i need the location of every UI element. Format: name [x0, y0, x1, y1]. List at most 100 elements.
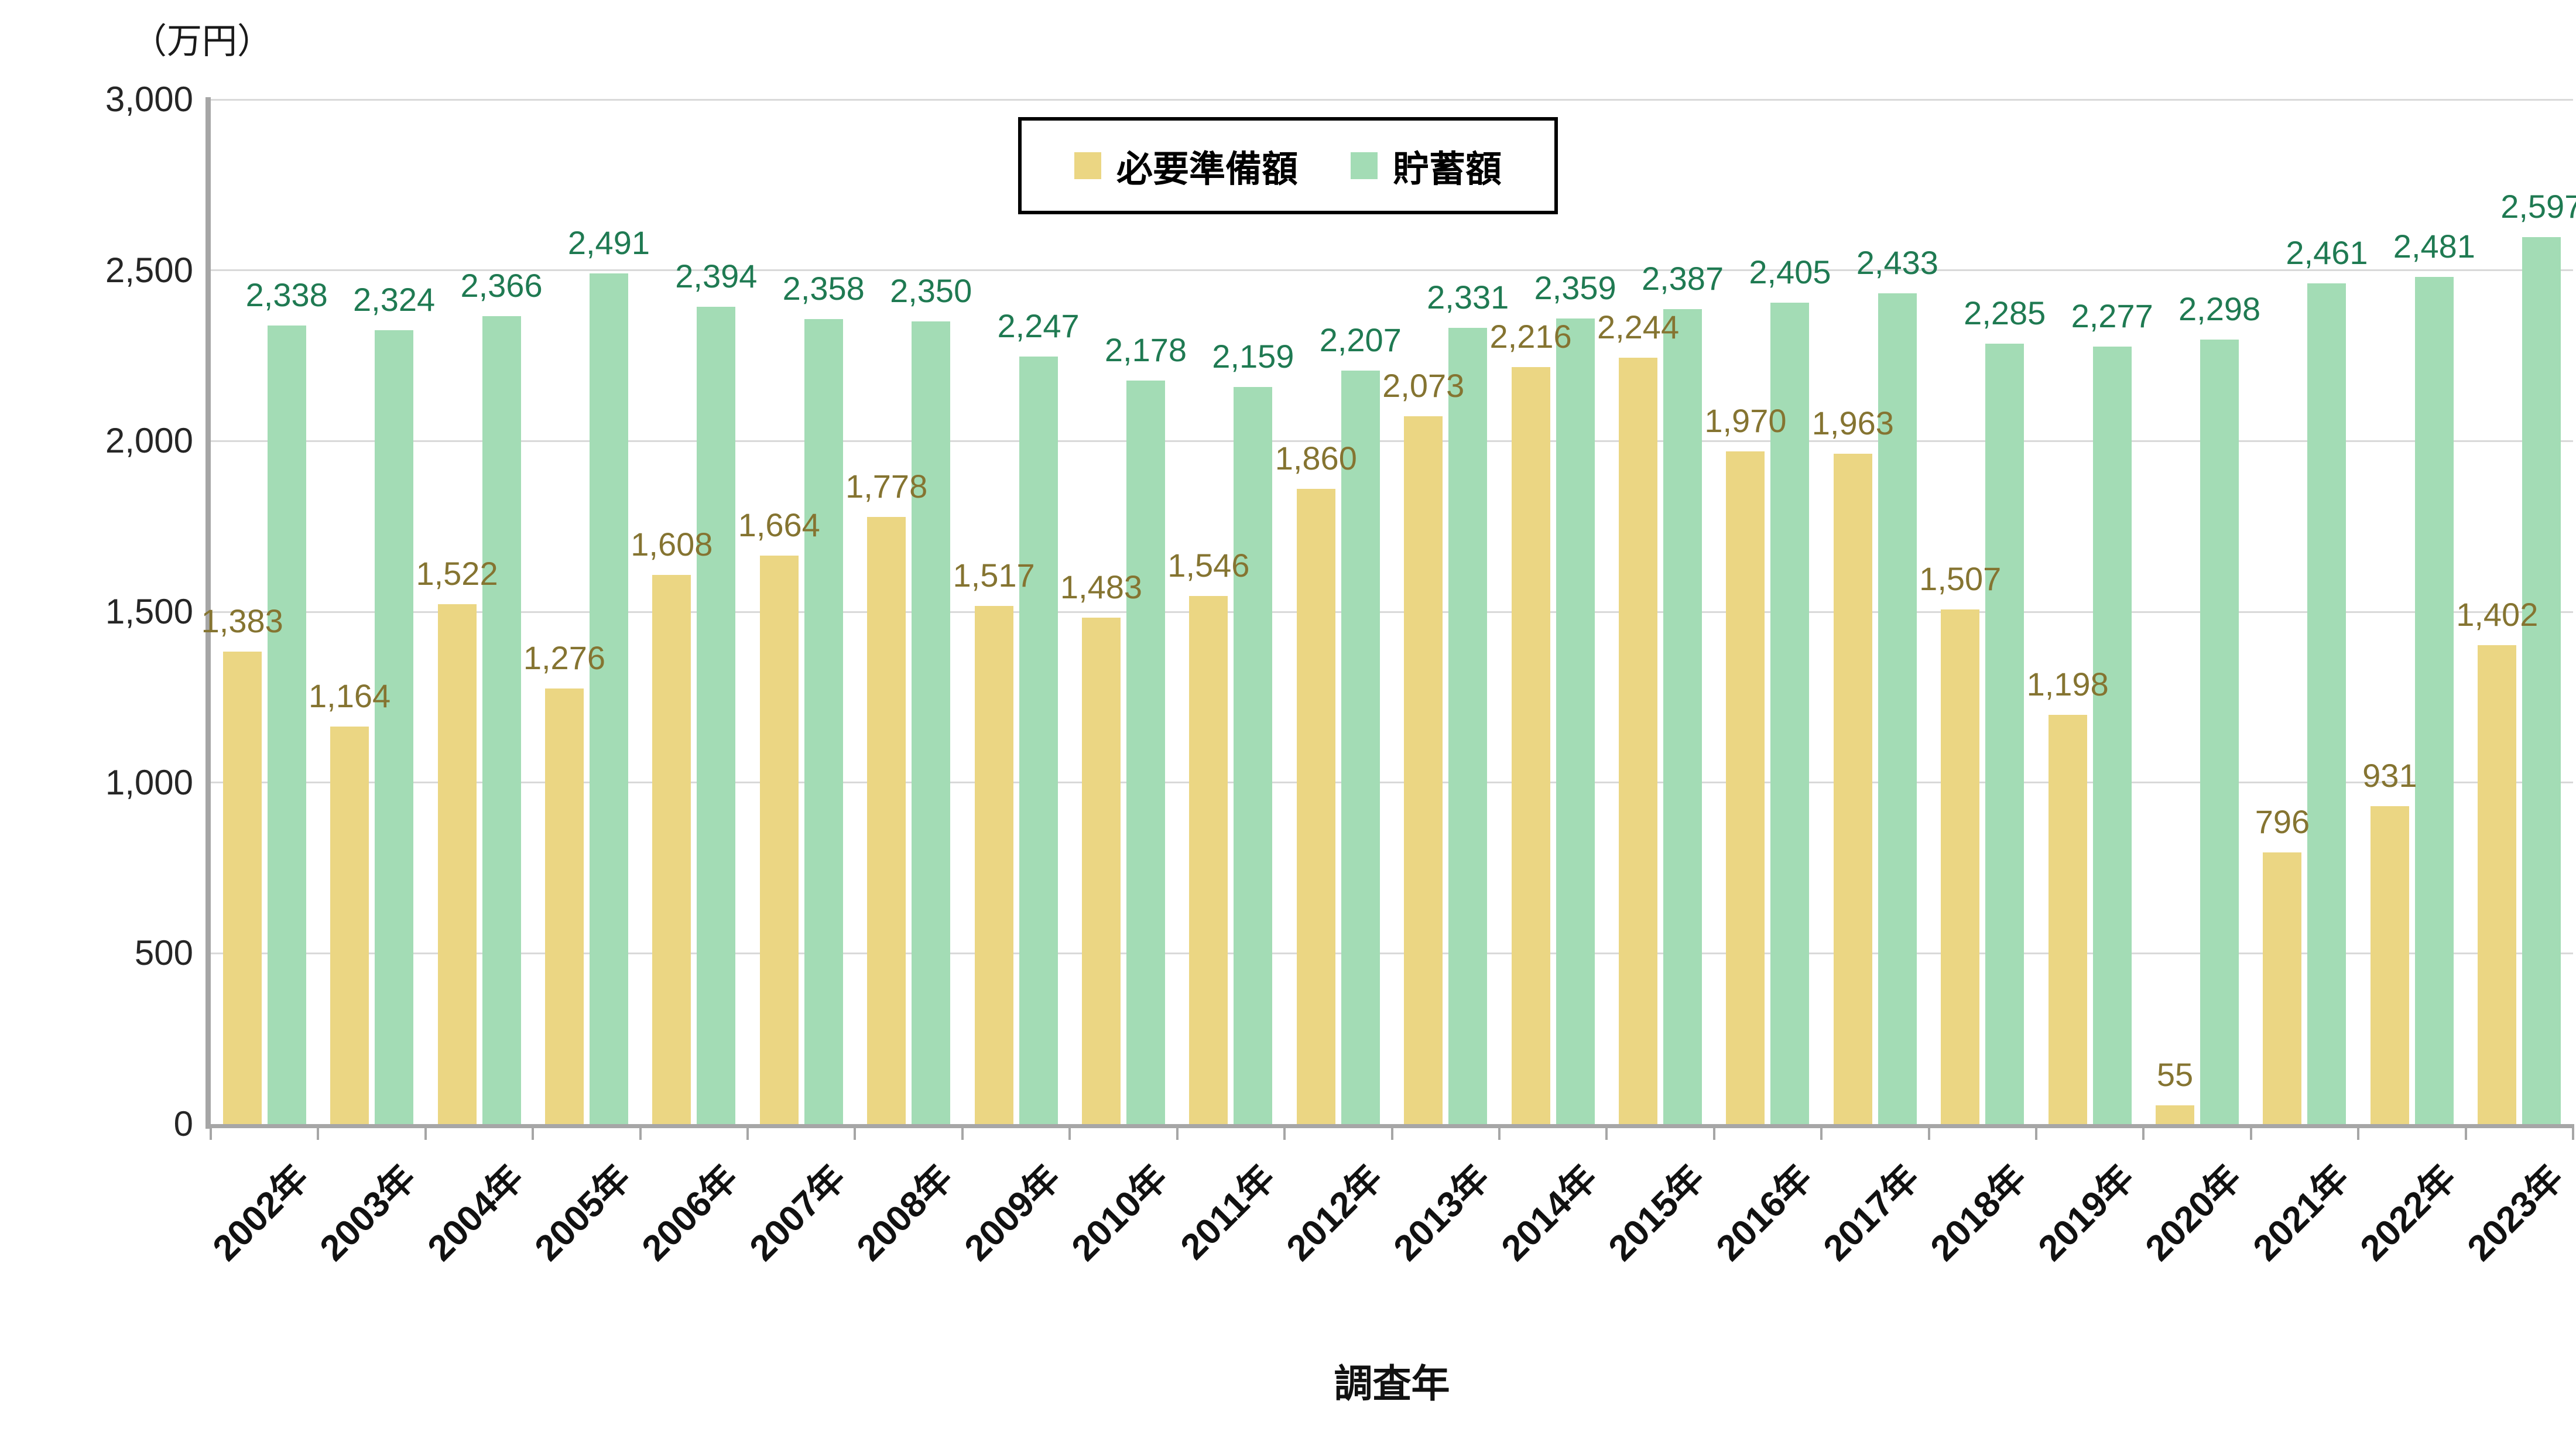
y-axis-tick-label: 2,000 — [105, 421, 193, 461]
gridline — [211, 611, 2573, 613]
x-axis-category-label: 2005年 — [527, 1157, 639, 1269]
bar-savings — [2092, 346, 2132, 1124]
bar-savings — [2522, 237, 2561, 1124]
bar-required — [1833, 453, 1872, 1124]
bar-savings — [1448, 328, 1488, 1124]
y-axis-tick-label: 500 — [134, 933, 193, 973]
bar-value-label-required: 1,517 — [953, 557, 1035, 594]
bar-value-label-required: 1,970 — [1704, 402, 1787, 439]
bar-value-label-required: 1,507 — [1919, 560, 2002, 597]
x-axis-category-label: 2017年 — [1815, 1157, 1927, 1269]
bar-savings — [2200, 339, 2239, 1124]
bar-value-label-required: 2,244 — [1597, 309, 1680, 345]
bar-value-label-savings: 2,491 — [567, 224, 650, 261]
bar-required — [544, 688, 584, 1124]
x-axis-category-label: 2007年 — [742, 1157, 854, 1269]
bar-value-label-required: 1,164 — [309, 677, 391, 714]
x-axis-category-label: 2009年 — [957, 1157, 1068, 1269]
bar-savings — [1556, 318, 1595, 1124]
bar-value-label-required: 1,198 — [2026, 666, 2109, 703]
legend: 必要準備額 貯蓄額 — [1018, 117, 1558, 214]
bar-value-label-required: 55 — [2156, 1056, 2194, 1093]
bar-value-label-required: 2,073 — [1382, 366, 1465, 404]
x-axis-tick — [961, 1124, 964, 1140]
bar-value-label-savings: 2,387 — [1641, 259, 1724, 297]
x-axis-category-label: 2022年 — [2352, 1157, 2464, 1269]
x-axis-category-label: 2004年 — [420, 1157, 532, 1269]
bar-value-label-savings: 2,366 — [460, 266, 543, 304]
x-axis-category-label: 2006年 — [634, 1157, 746, 1269]
gridline — [211, 952, 2573, 954]
x-axis-category-label: 2012年 — [1279, 1157, 1390, 1269]
x-axis-category-label: 2010年 — [1064, 1157, 1176, 1269]
bar-value-label-required: 2,216 — [1489, 318, 1572, 355]
bar-value-label-required: 1,546 — [1167, 547, 1250, 584]
bar-value-label-required: 1,276 — [523, 639, 605, 676]
bar-value-label-savings: 2,358 — [782, 269, 865, 307]
gridline — [211, 782, 2573, 784]
bar-value-label-savings: 2,597 — [2500, 188, 2576, 225]
bar-value-label-required: 1,383 — [201, 602, 283, 640]
bar-savings — [1770, 303, 1810, 1124]
bar-value-label-required: 1,522 — [416, 555, 498, 592]
gridline — [211, 98, 2573, 101]
bar-value-label-savings: 2,324 — [353, 281, 436, 318]
bar-value-label-savings: 2,298 — [2178, 290, 2261, 327]
x-axis-tick — [854, 1124, 856, 1140]
bar-value-label-savings: 2,159 — [1212, 337, 1294, 375]
bar-value-label-savings: 2,277 — [2071, 297, 2153, 334]
bar-savings — [2414, 276, 2454, 1124]
x-axis-tick — [1713, 1124, 1715, 1140]
bar-savings — [267, 326, 306, 1124]
y-axis-tick-label: 0 — [173, 1104, 193, 1143]
bar-required — [1511, 367, 1550, 1124]
x-axis-tick — [2572, 1124, 2574, 1140]
x-axis-tick — [317, 1124, 319, 1140]
legend-label-savings: 貯蓄額 — [1393, 149, 1502, 190]
x-axis-title: 調査年 — [1334, 1362, 1450, 1405]
bar-value-label-required: 1,483 — [1060, 568, 1143, 605]
x-axis-category-label: 2018年 — [1923, 1157, 2035, 1269]
bar-savings — [1663, 309, 1703, 1124]
bar-value-label-savings: 2,461 — [2286, 234, 2368, 272]
bar-required — [437, 604, 477, 1124]
bar-required — [759, 556, 799, 1124]
bar-required — [1081, 617, 1121, 1124]
x-axis-category-label: 2019年 — [2030, 1157, 2142, 1269]
bar-value-label-required: 1,664 — [738, 506, 820, 544]
bar-value-label-required: 1,778 — [845, 467, 928, 505]
x-axis-tick — [1391, 1124, 1393, 1140]
x-axis-tick — [210, 1124, 212, 1140]
bar-required — [652, 575, 691, 1124]
x-axis-tick — [1283, 1124, 1286, 1140]
bar-savings — [1341, 370, 1380, 1124]
bar-savings — [912, 321, 951, 1124]
gridline — [211, 269, 2573, 272]
bar-required — [1726, 451, 1765, 1124]
x-axis-category-label: 2016年 — [1708, 1157, 1820, 1269]
bar-required — [222, 652, 262, 1124]
x-axis-tick — [424, 1124, 427, 1140]
bar-required — [2263, 852, 2302, 1124]
x-axis-category-label: 2013年 — [1386, 1157, 1498, 1269]
x-axis-category-label: 2020年 — [2137, 1157, 2249, 1269]
x-axis-tick — [2250, 1124, 2252, 1140]
y-axis-tick-label: 1,500 — [105, 592, 193, 631]
bar-value-label-savings: 2,247 — [997, 307, 1080, 345]
y-axis-unit-label: （万円） — [132, 22, 272, 61]
x-axis-category-label: 2021年 — [2245, 1157, 2357, 1269]
x-axis-tick — [746, 1124, 749, 1140]
x-axis-line — [205, 1124, 2573, 1128]
bar-required — [1619, 358, 1658, 1124]
x-axis-tick — [639, 1124, 642, 1140]
x-axis-category-label: 2003年 — [312, 1157, 424, 1269]
bar-value-label-savings: 2,359 — [1534, 269, 1616, 306]
x-axis-category-label: 2023年 — [2459, 1157, 2572, 1269]
bar-required — [330, 727, 369, 1124]
bar-value-label-required: 1,963 — [1811, 404, 1894, 441]
bar-required — [1404, 416, 1443, 1124]
x-axis-tick — [2357, 1124, 2359, 1140]
bar-value-label-required: 1,608 — [631, 526, 713, 563]
bar-value-label-savings: 2,331 — [1427, 279, 1509, 316]
x-axis-tick — [1176, 1124, 1179, 1140]
